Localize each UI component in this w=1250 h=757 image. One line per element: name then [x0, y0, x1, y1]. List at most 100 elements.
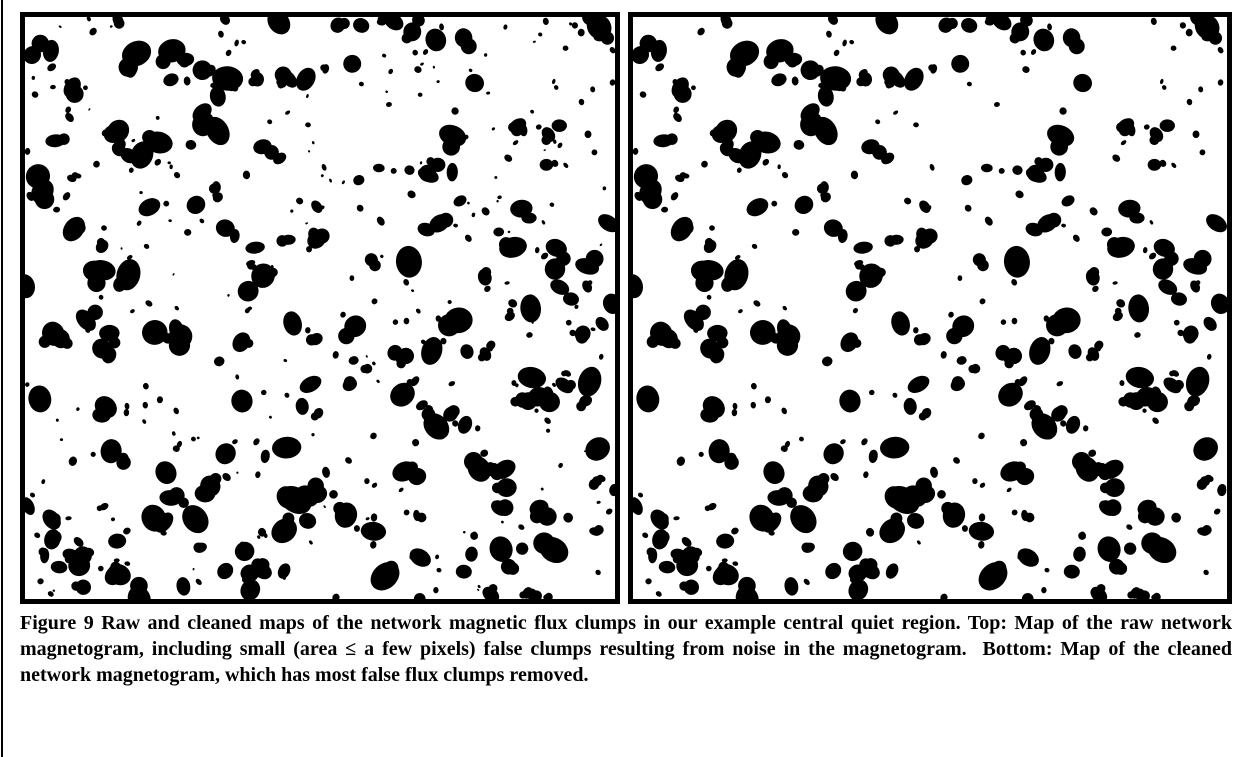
- flux-clump: [183, 76, 191, 86]
- flux-clump: [1194, 250, 1212, 268]
- flux-clump: [640, 35, 657, 52]
- flux-clump: [1174, 380, 1184, 390]
- flux-clump: [1091, 284, 1100, 293]
- flux-clump: [598, 353, 604, 360]
- flux-clump: [263, 17, 295, 39]
- flux-clump: [730, 526, 740, 536]
- flux-clump: [977, 431, 986, 440]
- flux-clump: [1063, 414, 1082, 436]
- flux-clump: [738, 577, 756, 595]
- flux-clump: [643, 190, 663, 210]
- flux-clump: [929, 466, 939, 478]
- flux-clump: [696, 26, 706, 37]
- flux-clump: [373, 164, 385, 173]
- flux-clump: [765, 466, 782, 483]
- flux-clump: [586, 250, 604, 268]
- flux-clump: [1143, 123, 1150, 130]
- flux-clump: [130, 577, 148, 595]
- flux-clump: [327, 488, 339, 500]
- flux-clump: [590, 327, 596, 332]
- flux-clump: [1083, 425, 1089, 432]
- flux-clump: [56, 418, 60, 422]
- flux-clump: [565, 319, 571, 325]
- flux-clump: [494, 176, 498, 180]
- flux-clump: [447, 299, 452, 304]
- flux-clump: [1185, 28, 1193, 36]
- flux-clump: [1112, 281, 1118, 285]
- flux-clump: [669, 191, 680, 202]
- flux-clump: [512, 139, 519, 146]
- flux-clump: [1199, 149, 1206, 156]
- flux-clump: [1011, 318, 1017, 325]
- flux-clump: [323, 505, 326, 509]
- flux-clump: [737, 308, 743, 314]
- flux-clump: [88, 108, 91, 111]
- flux-clump: [1026, 552, 1038, 564]
- flux-clump: [403, 508, 411, 516]
- flux-clump: [468, 68, 473, 73]
- flux-clump: [1000, 318, 1008, 326]
- flux-clump: [290, 209, 294, 213]
- flux-clump: [947, 311, 954, 319]
- flux-clump: [946, 328, 962, 344]
- flux-clump: [537, 32, 543, 37]
- flux-clump: [371, 482, 379, 489]
- flux-clump: [1069, 38, 1085, 54]
- flux-clump: [596, 500, 601, 504]
- flux-clump: [743, 195, 771, 220]
- flux-clump: [52, 589, 55, 592]
- flux-clump: [535, 247, 540, 254]
- flux-clump: [492, 483, 503, 494]
- flux-clump: [517, 523, 525, 531]
- flux-clump: [131, 138, 136, 142]
- flux-clump: [433, 587, 438, 593]
- flux-clump: [647, 336, 659, 348]
- flux-clump: [415, 308, 422, 315]
- flux-clump: [533, 40, 537, 43]
- flux-clump: [61, 191, 72, 202]
- flux-clump: [29, 492, 36, 499]
- flux-clump: [552, 119, 567, 132]
- flux-clump: [551, 78, 556, 84]
- flux-clump: [107, 533, 126, 550]
- flux-clump: [90, 451, 96, 457]
- flux-clump: [782, 305, 788, 311]
- frame-line: [1, 0, 3, 757]
- flux-clump: [1011, 508, 1019, 516]
- flux-clump: [422, 408, 436, 422]
- flux-clump: [380, 254, 385, 259]
- flux-clump: [32, 76, 35, 80]
- flux-clump: [801, 542, 811, 552]
- flux-clump: [305, 222, 308, 225]
- flux-clump: [978, 513, 985, 522]
- flux-clump: [978, 297, 986, 305]
- flux-clump: [370, 513, 377, 522]
- flux-clump: [420, 161, 423, 165]
- flux-clump: [817, 183, 827, 193]
- flux-clump: [475, 425, 481, 432]
- flux-clump: [777, 164, 781, 169]
- flux-clump: [50, 560, 68, 574]
- flux-clump: [977, 260, 989, 272]
- flux-clump: [236, 471, 239, 474]
- flux-clump: [914, 334, 925, 345]
- flux-clump: [1015, 379, 1022, 386]
- flux-clump: [491, 467, 504, 480]
- flux-clump: [1107, 237, 1122, 252]
- flux-clump: [320, 174, 324, 178]
- flux-clump: [283, 358, 288, 362]
- flux-clump: [1004, 359, 1013, 368]
- flux-clump: [268, 415, 272, 419]
- flux-clump: [161, 334, 168, 341]
- flux-clump: [355, 203, 365, 213]
- flux-clump: [341, 180, 345, 185]
- flux-clump: [436, 567, 442, 573]
- flux-clump: [960, 174, 974, 187]
- flux-clump: [562, 511, 575, 524]
- flux-clump: [156, 116, 160, 120]
- flux-clump: [282, 513, 294, 525]
- flux-clump: [600, 291, 615, 317]
- flux-clump: [670, 338, 681, 349]
- flux-clump: [98, 294, 104, 300]
- flux-clump: [736, 167, 742, 174]
